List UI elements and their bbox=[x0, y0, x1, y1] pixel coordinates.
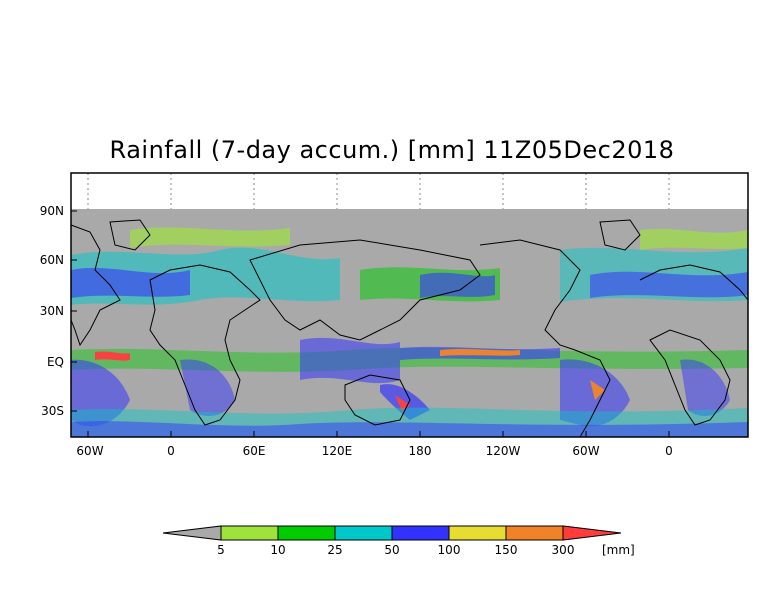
colorbar-high-triangle bbox=[562, 525, 622, 541]
colorbar bbox=[162, 525, 622, 541]
colorbar-label: 25 bbox=[327, 543, 343, 557]
colorbar-bin-100-150 bbox=[448, 525, 507, 541]
map-border bbox=[70, 172, 749, 438]
y-tick-label: EQ bbox=[46, 355, 64, 369]
colorbar-label: 100 bbox=[437, 543, 461, 557]
colorbar-label: 10 bbox=[270, 543, 286, 557]
y-tick-label: 30S bbox=[41, 404, 64, 418]
colorbar-label: 150 bbox=[494, 543, 518, 557]
x-tick-label: 0 bbox=[167, 444, 175, 458]
x-tick-label: 120W bbox=[485, 444, 521, 458]
colorbar-bin-150-300 bbox=[505, 525, 564, 541]
colorbar-bin-25-50 bbox=[334, 525, 393, 541]
colorbar-label: 5 bbox=[217, 543, 225, 557]
colorbar-label: 300 bbox=[551, 543, 575, 557]
x-tick-label: 60W bbox=[76, 444, 104, 458]
colorbar-low-triangle bbox=[162, 525, 222, 541]
colorbar-label: 50 bbox=[384, 543, 400, 557]
gridlines bbox=[87, 173, 670, 209]
y-tick-marks bbox=[71, 210, 77, 412]
colorbar-unit: [mm] bbox=[602, 543, 635, 557]
x-tick-marks bbox=[87, 431, 670, 437]
x-tick-label: 0 bbox=[665, 444, 673, 458]
x-tick-label: 60E bbox=[242, 444, 266, 458]
colorbar-bin-10-25 bbox=[277, 525, 336, 541]
colorbar-bin-5-10 bbox=[220, 525, 279, 541]
y-tick-label: 60N bbox=[39, 253, 64, 267]
x-tick-label: 60W bbox=[572, 444, 600, 458]
y-tick-label: 90N bbox=[39, 204, 64, 218]
x-tick-label: 120E bbox=[321, 444, 353, 458]
y-tick-label: 30N bbox=[39, 304, 64, 318]
x-tick-label: 180 bbox=[408, 444, 432, 458]
colorbar-bin-50-100 bbox=[391, 525, 450, 541]
map-title: Rainfall (7-day accum.) [mm] 11Z05Dec201… bbox=[109, 136, 675, 164]
